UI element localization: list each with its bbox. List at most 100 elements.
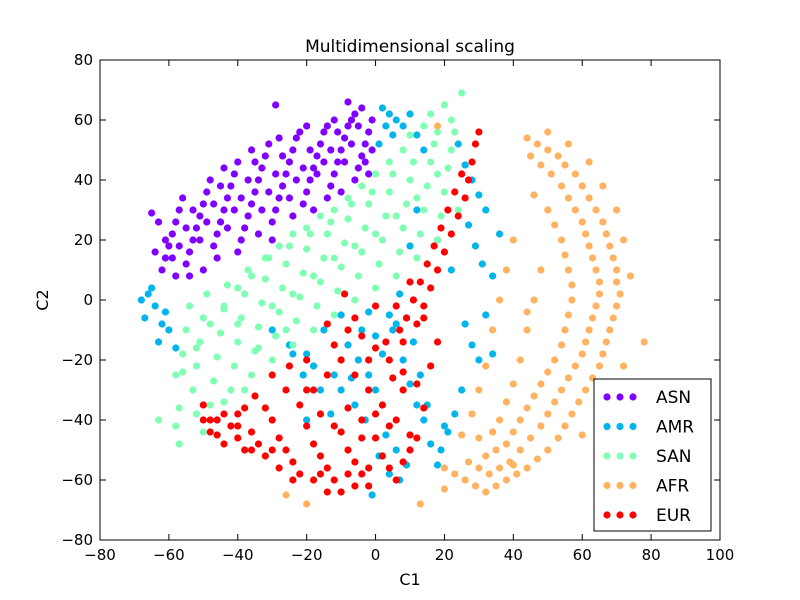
- point-asn-34: [275, 194, 283, 202]
- point-afr-45: [578, 218, 586, 226]
- point-eur-28: [392, 476, 400, 484]
- point-san-99: [247, 272, 256, 280]
- point-san-75: [433, 236, 442, 244]
- point-afr-35: [471, 482, 480, 490]
- point-asn-41: [299, 200, 307, 208]
- point-afr-72: [557, 236, 566, 244]
- point-asn-96: [303, 122, 311, 130]
- point-amr-81: [413, 206, 421, 214]
- point-eur-69: [451, 188, 459, 196]
- point-asn-109: [337, 188, 345, 196]
- point-asn-0: [158, 266, 166, 274]
- point-amr-85: [482, 311, 490, 319]
- point-amr-77: [409, 338, 418, 346]
- point-eur-27: [385, 464, 393, 472]
- point-asn-24: [241, 224, 249, 232]
- point-asn-67: [334, 128, 342, 136]
- point-eur-6: [241, 446, 249, 454]
- point-amr-2: [392, 116, 400, 124]
- point-afr-49: [592, 266, 600, 274]
- point-asn-17: [216, 218, 225, 226]
- point-asn-25: [244, 212, 252, 220]
- point-eur-48: [385, 422, 393, 430]
- point-amr-50: [454, 140, 462, 148]
- point-afr-78: [561, 326, 569, 334]
- point-asn-93: [220, 164, 228, 172]
- point-eur-116: [365, 356, 373, 364]
- point-amr-62: [489, 350, 497, 358]
- y-tick-label: 40: [74, 171, 93, 189]
- chart-title: Multidimensional scaling: [305, 37, 515, 57]
- point-eur-72: [430, 242, 438, 250]
- point-san-70: [416, 230, 424, 238]
- point-afr-69: [464, 458, 473, 466]
- legend-box: [593, 378, 712, 532]
- point-afr-68: [475, 464, 483, 472]
- point-san-29: [275, 308, 283, 316]
- point-san-113: [268, 302, 276, 310]
- point-asn-70: [313, 170, 321, 178]
- point-san-50: [347, 200, 356, 208]
- point-afr-102: [495, 296, 504, 304]
- point-eur-35: [323, 371, 331, 379]
- point-eur-77: [396, 326, 404, 334]
- point-amr-37: [433, 461, 442, 469]
- point-san-100: [234, 284, 242, 292]
- point-san-21: [247, 371, 256, 379]
- point-san-43: [323, 230, 331, 238]
- point-asn-47: [320, 128, 328, 136]
- point-asn-39: [292, 134, 300, 142]
- point-afr-41: [547, 170, 555, 178]
- point-amr-19: [137, 296, 145, 304]
- point-san-124: [254, 344, 263, 352]
- point-asn-69: [320, 158, 328, 166]
- point-eur-46: [358, 416, 366, 424]
- point-afr-110: [303, 500, 311, 508]
- point-eur-36: [337, 356, 345, 364]
- point-asn-20: [227, 182, 235, 190]
- legend-marker-amr: [629, 422, 637, 431]
- point-asn-77: [265, 188, 273, 196]
- point-asn-48: [323, 122, 331, 130]
- legend-marker-afr: [616, 481, 624, 490]
- point-san-92: [344, 194, 352, 202]
- point-eur-74: [416, 278, 424, 286]
- point-eur-59: [433, 266, 442, 274]
- point-san-19: [241, 290, 249, 298]
- point-eur-104: [420, 314, 428, 322]
- point-eur-68: [458, 170, 466, 178]
- point-afr-81: [544, 368, 552, 376]
- point-asn-45: [313, 152, 321, 160]
- point-eur-101: [371, 302, 380, 310]
- point-amr-57: [478, 260, 486, 268]
- point-asn-5: [175, 206, 183, 214]
- point-asn-11: [196, 212, 204, 220]
- legend-label-amr: AMR: [656, 418, 694, 438]
- point-san-27: [268, 356, 276, 364]
- point-amr-67: [299, 371, 307, 379]
- point-eur-90: [316, 470, 325, 478]
- point-eur-52: [358, 332, 366, 340]
- point-eur-109: [413, 434, 421, 442]
- point-afr-15: [616, 290, 624, 298]
- point-eur-94: [351, 482, 359, 490]
- point-san-68: [409, 158, 418, 166]
- point-afr-113: [509, 461, 517, 469]
- point-asn-104: [254, 230, 263, 238]
- point-san-41: [316, 278, 325, 286]
- point-asn-19: [223, 194, 232, 202]
- point-eur-3: [220, 410, 228, 418]
- point-afr-10: [602, 230, 610, 238]
- point-afr-107: [523, 308, 531, 316]
- point-eur-61: [447, 230, 455, 238]
- point-afr-2: [544, 146, 552, 154]
- point-asn-66: [340, 158, 349, 166]
- point-asn-32: [268, 218, 276, 226]
- point-eur-51: [344, 326, 352, 334]
- point-san-17: [234, 338, 242, 346]
- point-asn-91: [168, 254, 176, 262]
- point-asn-58: [358, 152, 366, 160]
- point-amr-8: [413, 131, 421, 139]
- point-eur-84: [251, 392, 259, 400]
